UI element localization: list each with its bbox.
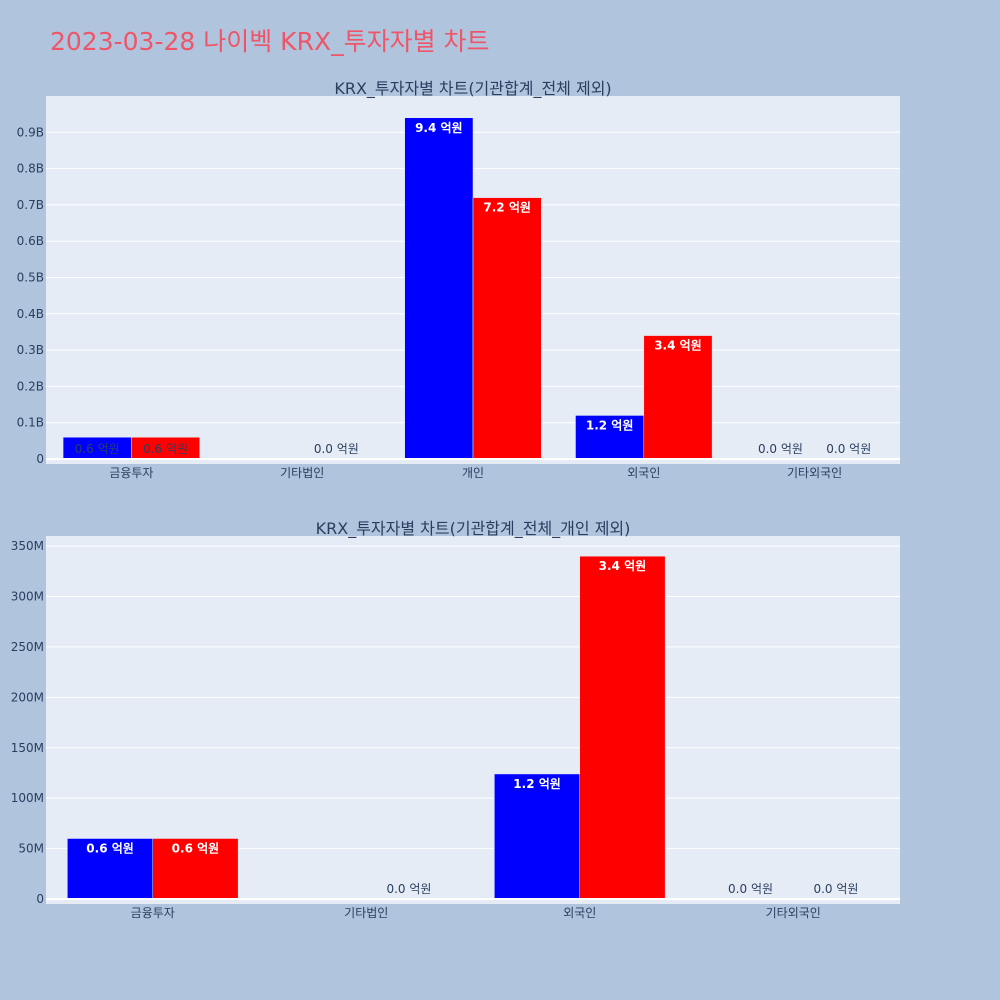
page-title: 2023-03-28 나이벡 KRX_투자자별 차트 [50,27,490,56]
y-tick-label: 0.5B [17,271,44,285]
data-label: 0.6 억원 [75,442,120,456]
data-label: 0.0 억원 [826,442,871,456]
y-tick-label: 350M [11,539,44,553]
data-label: 0.0 억원 [314,442,359,456]
x-tick-label: 금융투자 [109,466,153,480]
y-tick-label: 0.9B [17,125,44,139]
chart-title: KRX_투자자별 차트(기관합계_전체 제외) [334,79,611,99]
y-tick-label: 0.1B [17,416,44,430]
x-tick-label: 금융투자 [131,906,175,920]
data-label: 9.4 억원 [415,121,463,135]
data-label: 3.4 억원 [654,339,702,353]
x-tick-label: 개인 [462,466,484,480]
data-label: 3.4 억원 [599,559,647,573]
bar [579,555,666,900]
bar [404,117,474,460]
bar [67,838,153,900]
y-tick-label: 150M [11,741,44,755]
x-tick-label: 외국인 [563,906,596,920]
data-label: 0.0 억원 [813,882,858,896]
bar [472,197,542,460]
y-tick-label: 200M [11,690,44,704]
data-label: 7.2 억원 [483,201,531,215]
bar [643,335,713,460]
x-tick-label: 기타외국인 [766,906,821,920]
y-tick-label: 0 [36,452,44,466]
data-label: 1.2 억원 [513,777,561,791]
y-tick-label: 100M [11,791,44,805]
bar [494,773,581,900]
data-label: 0.6 억원 [143,442,188,456]
y-tick-label: 0.3B [17,343,44,357]
x-tick-label: 기타법인 [344,906,388,920]
data-label: 1.2 억원 [586,418,634,432]
data-label: 0.0 억원 [386,882,431,896]
data-label: 0.6 억원 [86,842,134,856]
y-tick-label: 50M [18,842,44,856]
y-tick-label: 0.2B [17,379,44,393]
chart-panel-2: KRX_투자자별 차트(기관합계_전체_개인 제외) 0 50M 100M 150M 20… [11,519,900,920]
y-tick-label: 0.7B [17,198,44,212]
chart-panel-1: KRX_투자자별 차트(기관합계_전체 제외) 0 0.1B 0.2B 0.3B 0.4B… [17,79,900,480]
y-tick-label: 300M [11,590,44,604]
x-tick-label: 기타외국인 [787,466,842,480]
y-tick-label: 0.8B [17,162,44,176]
y-tick-label: 0.6B [17,234,44,248]
data-label: 0.6 억원 [172,842,220,856]
data-label: 0.0 억원 [758,442,803,456]
y-tick-label: 0 [36,892,44,906]
x-tick-label: 외국인 [627,466,660,480]
y-tick-label: 250M [11,640,44,654]
data-label: 0.0 억원 [728,882,773,896]
y-tick-label: 0.4B [17,307,44,321]
chart-title: KRX_투자자별 차트(기관합계_전체_개인 제외) [316,519,631,539]
x-tick-label: 기타법인 [280,466,324,480]
